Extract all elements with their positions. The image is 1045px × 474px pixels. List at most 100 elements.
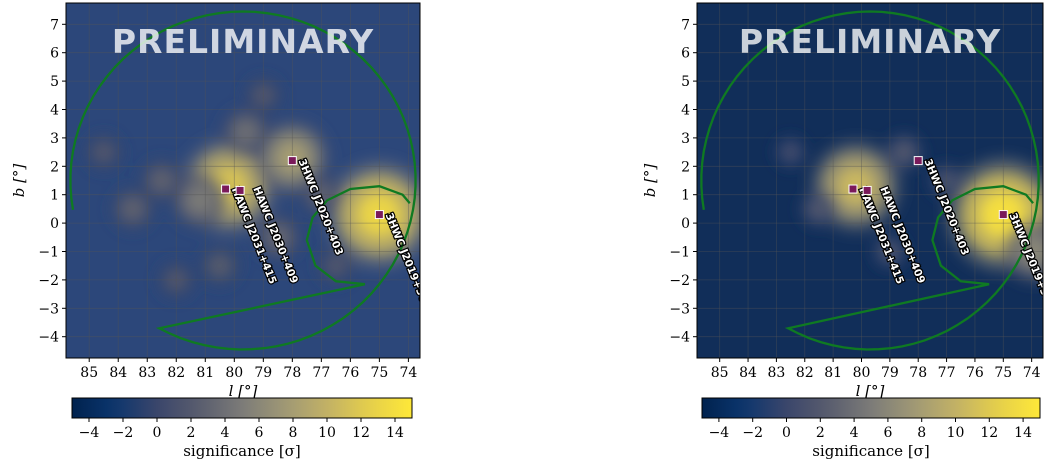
hotspot-core xyxy=(327,257,344,274)
hotspot-core xyxy=(168,271,185,288)
y-tick-label: −3 xyxy=(669,301,690,317)
source-marker xyxy=(221,184,231,194)
x-tick-label: 74 xyxy=(1023,365,1041,381)
x-tick-label: 79 xyxy=(881,365,899,381)
y-tick-label: 0 xyxy=(50,216,59,232)
y-tick-label: −4 xyxy=(669,330,690,346)
grid xyxy=(697,3,1043,358)
y-tick-label: −3 xyxy=(38,301,59,317)
watermark-text: PRELIMINARY xyxy=(112,22,374,61)
y-tick-label: 1 xyxy=(681,188,690,204)
hotspot-core xyxy=(783,145,798,159)
x-tick-label: 83 xyxy=(767,365,785,381)
x-tick-label: 78 xyxy=(909,365,927,381)
x-tick-label: 81 xyxy=(196,365,214,381)
colorbar xyxy=(701,397,1041,419)
x-tick-label: 84 xyxy=(109,365,127,381)
colorbar-tick-label: 10 xyxy=(947,425,965,441)
hotspot-core xyxy=(211,257,229,275)
colorbar-label: significance [σ] xyxy=(812,442,930,460)
source-marker xyxy=(374,210,384,220)
colorbar-tick-label: −4 xyxy=(79,425,100,441)
colorbar-tick-label: 8 xyxy=(289,425,298,441)
x-tick-label: 80 xyxy=(225,365,243,381)
hotspot-core xyxy=(267,227,288,248)
hotspot-core xyxy=(810,200,827,217)
y-tick-label: 1 xyxy=(50,188,59,204)
roi-outline xyxy=(700,10,1040,351)
x-tick-label: 76 xyxy=(966,365,984,381)
source-marker xyxy=(862,185,872,195)
colorbar-tick-label: 12 xyxy=(352,425,370,441)
x-tick-label: 79 xyxy=(254,365,272,381)
y-axis-label: b [°] xyxy=(10,164,28,198)
x-tick-label: 85 xyxy=(80,365,98,381)
hotspot-core xyxy=(152,171,172,190)
colorbar-tick-label: −2 xyxy=(113,425,134,441)
x-tick-label: 75 xyxy=(994,365,1012,381)
y-tick-label: −2 xyxy=(38,273,59,289)
y-tick-label: −1 xyxy=(669,245,690,261)
y-tick-label: 2 xyxy=(681,159,690,175)
x-tick-label: 75 xyxy=(370,365,388,381)
x-tick-label: 74 xyxy=(399,365,417,381)
y-axis-label: b [°] xyxy=(641,164,659,198)
source-marker xyxy=(913,156,923,166)
colorbar-tick-label: 12 xyxy=(980,425,998,441)
hotspot-core xyxy=(95,144,112,161)
hotspot-core xyxy=(312,185,331,204)
colorbar-tick-label: 2 xyxy=(187,425,196,441)
x-tick-label: 77 xyxy=(938,365,956,381)
y-tick-label: 7 xyxy=(681,17,690,33)
hotspot-core xyxy=(882,244,898,259)
source-marker xyxy=(848,184,858,194)
colorbar-tick-label: 0 xyxy=(782,425,791,441)
colorbar-tick-label: 6 xyxy=(883,425,892,441)
x-tick-label: 78 xyxy=(283,365,301,381)
y-tick-label: −1 xyxy=(38,245,59,261)
x-tick-label: 77 xyxy=(312,365,330,381)
y-tick-label: 4 xyxy=(681,103,690,119)
colorbar-tick-label: −2 xyxy=(742,425,763,441)
colorbar-tick-label: −4 xyxy=(709,425,730,441)
y-tick-label: 6 xyxy=(50,46,59,62)
hotspot-core xyxy=(187,188,212,213)
y-tick-label: 5 xyxy=(50,74,59,90)
source-marker xyxy=(287,156,297,166)
hotspot-core xyxy=(896,144,913,161)
x-axis-label: l [°] xyxy=(229,382,258,400)
colorbar-tick-label: 2 xyxy=(816,425,825,441)
x-tick-label: 82 xyxy=(796,365,814,381)
y-tick-label: 4 xyxy=(50,103,59,119)
x-tick-label: 76 xyxy=(341,365,359,381)
colorbar-tick-label: 0 xyxy=(153,425,162,441)
source-marker xyxy=(998,210,1008,220)
hotspot-core xyxy=(123,199,143,219)
plot-frame xyxy=(65,2,421,359)
y-tick-label: −4 xyxy=(38,330,59,346)
y-tick-label: 7 xyxy=(50,17,59,33)
y-tick-label: 3 xyxy=(681,131,690,147)
colorbar-label: significance [σ] xyxy=(183,442,301,460)
grid xyxy=(66,3,420,358)
y-tick-label: 2 xyxy=(50,159,59,175)
x-tick-label: 84 xyxy=(739,365,757,381)
source-marker xyxy=(235,185,245,195)
x-tick-label: 82 xyxy=(167,365,185,381)
colorbar-tick-label: 14 xyxy=(386,425,404,441)
plot-frame xyxy=(696,2,1044,359)
colorbar-tick-label: 8 xyxy=(917,425,926,441)
x-tick-label: 83 xyxy=(138,365,156,381)
hotspot-core xyxy=(939,173,954,188)
y-tick-label: 0 xyxy=(681,216,690,232)
roi-outline xyxy=(69,10,417,351)
colorbar-tick-label: 6 xyxy=(255,425,264,441)
x-tick-label: 85 xyxy=(711,365,729,381)
watermark-text: PRELIMINARY xyxy=(739,22,1001,61)
colorbar-tick-label: 4 xyxy=(221,425,230,441)
